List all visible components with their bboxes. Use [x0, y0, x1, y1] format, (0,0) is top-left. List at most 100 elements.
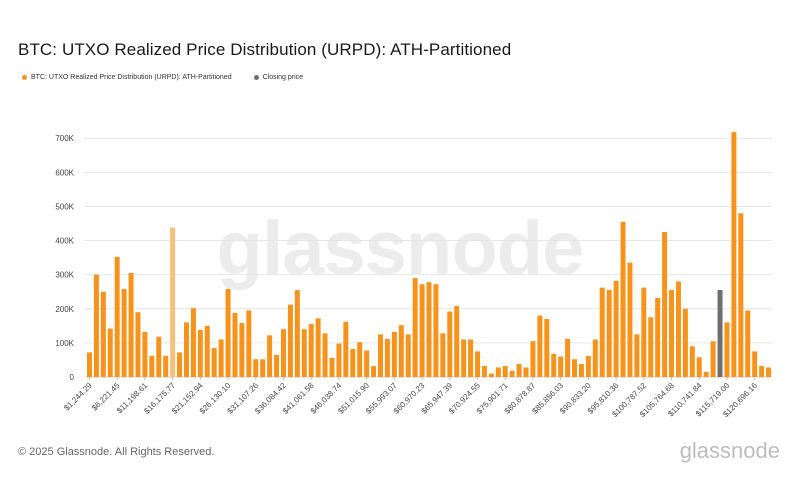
bar: [523, 367, 529, 377]
bar: [190, 308, 196, 377]
bar: [738, 213, 744, 377]
bar: [287, 304, 293, 377]
bar: [239, 323, 245, 377]
bar: [495, 367, 501, 377]
bar: [752, 351, 758, 377]
bar: [655, 297, 661, 377]
bar: [121, 288, 127, 377]
bar: [641, 287, 647, 377]
bar: [384, 338, 390, 377]
bar: [197, 329, 203, 377]
bar: [301, 329, 307, 377]
bar: [440, 333, 446, 377]
bar: [620, 221, 626, 377]
legend-swatch-closing-price: [253, 75, 259, 80]
bar: [675, 281, 681, 377]
bar: [648, 317, 654, 377]
bar: [336, 343, 342, 377]
brand-logo-text: glassnode: [679, 438, 780, 463]
bar: [100, 291, 106, 377]
bar: [86, 352, 92, 377]
y-tick-label: 700K: [55, 134, 74, 143]
bar: [218, 339, 224, 377]
bar: [260, 359, 266, 377]
bar: [461, 339, 467, 377]
bar: [516, 364, 522, 377]
bar: [294, 290, 300, 377]
bar: [585, 355, 591, 377]
bar: [329, 357, 335, 377]
bar: [371, 366, 377, 377]
y-tick-label: 400K: [55, 237, 74, 246]
chart-title: BTC: UTXO Realized Price Distribution (U…: [18, 40, 512, 59]
closing-price-bar: [717, 290, 723, 377]
legend-label-urpd: BTC: UTXO Realized Price Distribution (U…: [31, 74, 232, 81]
bar: [225, 288, 231, 377]
bar: [662, 232, 668, 377]
bar: [745, 310, 751, 377]
legend-item-urpd[interactable]: BTC: UTXO Realized Price Distribution (U…: [22, 74, 232, 81]
bar: [308, 324, 314, 377]
bar: [93, 274, 99, 377]
bar: [343, 321, 349, 377]
bar: [253, 359, 259, 377]
copyright-text: © 2025 Glassnode. All Rights Reserved.: [18, 446, 215, 458]
y-tick-label: 100K: [55, 339, 74, 348]
bar: [433, 284, 439, 377]
bar: [322, 333, 328, 377]
bar: [572, 359, 578, 377]
bar: [163, 355, 169, 377]
y-tick-label: 600K: [55, 168, 74, 177]
bar: [274, 354, 280, 377]
legend-item-closing-price[interactable]: Closing price: [253, 74, 304, 81]
y-tick-label: 0: [70, 373, 75, 382]
bar: [419, 284, 425, 377]
bar: [558, 356, 564, 377]
bar: [724, 322, 730, 377]
bar: [551, 353, 557, 377]
bar: [468, 339, 474, 377]
bar: [696, 357, 702, 377]
bar: [530, 341, 536, 377]
bar: [475, 351, 480, 377]
bar: [128, 272, 134, 377]
bar: [710, 341, 716, 377]
bar: [378, 334, 383, 377]
bar: [599, 287, 605, 377]
bar: [669, 290, 675, 377]
bar: [634, 334, 640, 377]
bar: [364, 350, 370, 377]
bar: [280, 329, 286, 377]
bar: [398, 325, 404, 377]
bar: [502, 366, 508, 377]
bar: [426, 282, 432, 377]
bar: [183, 322, 189, 377]
bar: [544, 319, 550, 377]
bar: [135, 312, 141, 377]
bar: [627, 262, 633, 377]
bar: [211, 348, 217, 377]
y-tick-label: 300K: [55, 271, 74, 280]
bar: [731, 132, 737, 377]
bar: [766, 367, 772, 377]
bar: [350, 349, 356, 377]
bar: [149, 355, 155, 377]
bar: [488, 373, 494, 377]
bar: [267, 335, 273, 377]
legend-label-closing-price: Closing price: [262, 74, 304, 81]
bar: [170, 227, 176, 377]
bar: [613, 280, 619, 377]
bar: [509, 370, 515, 377]
bar: [107, 328, 113, 377]
bar: [606, 290, 612, 377]
bar: [156, 336, 162, 377]
bar: [481, 366, 487, 377]
bar: [204, 325, 210, 377]
bar: [357, 342, 363, 377]
bar: [703, 371, 709, 377]
x-tick-label: $1,244.29: [62, 381, 94, 413]
bar: [246, 310, 252, 377]
bar: [315, 318, 321, 377]
y-tick-label: 500K: [55, 202, 74, 211]
